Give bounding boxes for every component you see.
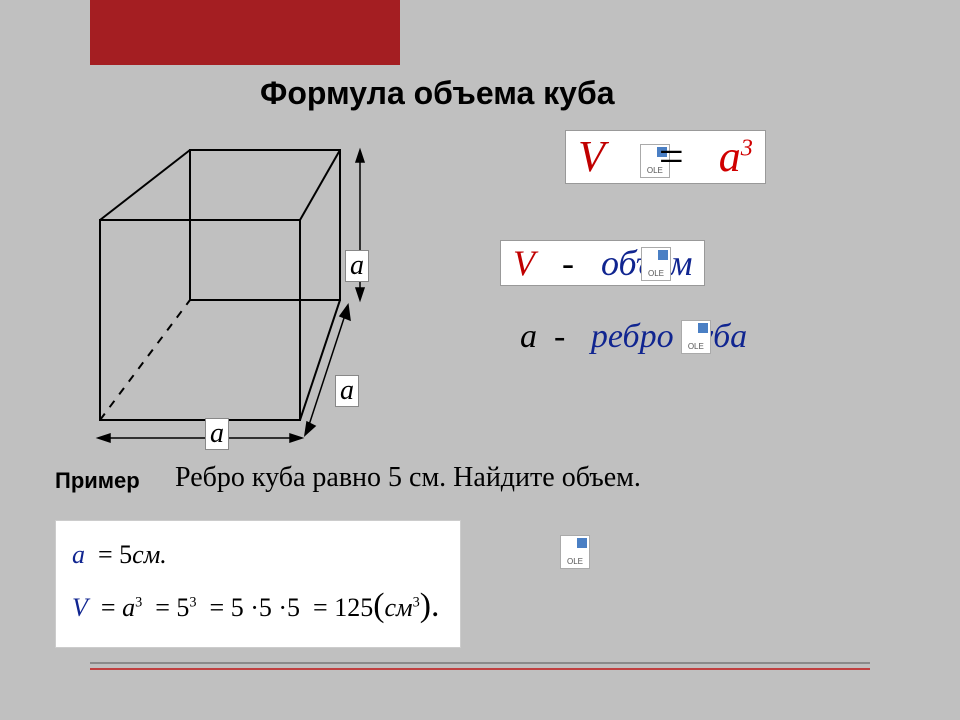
header-accent-bar (90, 0, 400, 65)
formula-volume: V = a3 (565, 130, 766, 184)
cube-diagram (60, 130, 380, 450)
solution-box: a = 5см. V = a3 = 53 = 5 ·5 ·5 = 125(см3… (55, 520, 461, 648)
solution-line-2: V = a3 = 53 = 5 ·5 ·5 = 125(см3). (72, 577, 440, 634)
ole-placeholder-icon (641, 247, 671, 281)
edge-label-bottom: a (205, 418, 229, 450)
edge-label-depth: a (335, 375, 359, 407)
footer-divider (90, 662, 870, 670)
example-text: Ребро куба равно 5 см. Найдите объем. (175, 462, 641, 494)
volume-definition: V - объем (500, 240, 705, 286)
page-title: Формула объема куба (260, 75, 615, 112)
edge-definition: a - ребро куба (520, 318, 747, 356)
example-label: Пример (55, 468, 140, 494)
solution-line-1: a = 5см. (72, 533, 440, 577)
ole-placeholder-icon (560, 535, 590, 569)
edge-label-right: a (345, 250, 369, 282)
ole-placeholder-icon (681, 320, 711, 354)
